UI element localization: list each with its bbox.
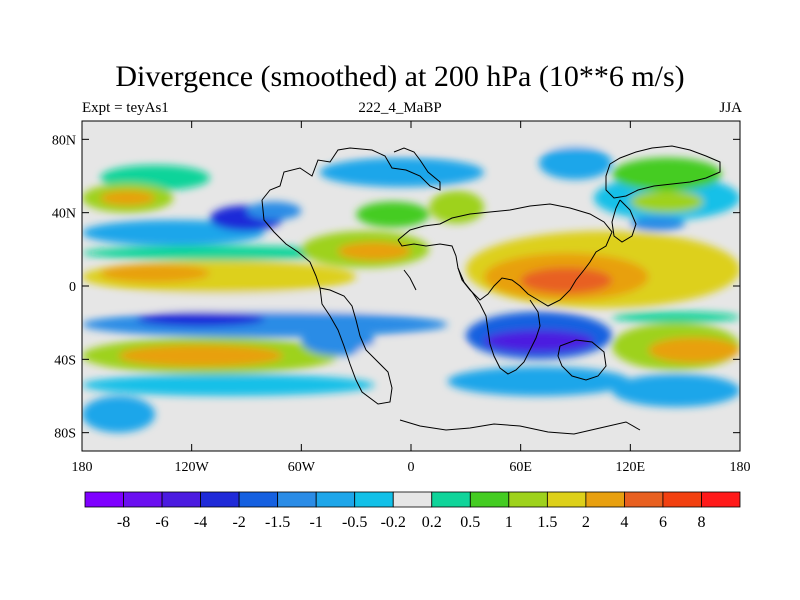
field-region-35 xyxy=(612,157,722,191)
colorbar-label-2: -4 xyxy=(194,514,207,531)
colorbar-swatch-13 xyxy=(585,491,625,508)
field-region-26 xyxy=(520,267,613,294)
x-tick-label-2: 60W xyxy=(288,460,316,475)
colorbar-swatch-11 xyxy=(508,491,548,508)
field-region-22 xyxy=(356,201,430,228)
colorbar-label-10: 1 xyxy=(505,514,513,531)
colorbar: -8 -6 -4 -2 -1.5 -1 -0.5 -0.2 0.2 0.5 1 1.5 2 4 6 8 xyxy=(84,491,741,531)
y-tick-label-3: 40S xyxy=(54,353,76,368)
colorbar-label-11: 1.5 xyxy=(537,514,557,531)
field-region-14 xyxy=(136,311,265,327)
field-region-13 xyxy=(82,311,448,338)
field-region-0 xyxy=(82,121,740,149)
x-tick-label-1: 120W xyxy=(175,460,210,475)
field-region-36 xyxy=(630,190,704,213)
colorbar-swatch-8 xyxy=(392,491,433,508)
field-region-23 xyxy=(429,190,485,224)
field-region-20 xyxy=(356,341,466,367)
experiment-label: Expt = teyAs1 xyxy=(82,100,169,116)
field-blobs xyxy=(82,121,740,433)
colorbar-swatch-15 xyxy=(662,491,702,508)
field-region-3 xyxy=(100,190,156,206)
colorbar-label-12: 2 xyxy=(582,514,590,531)
field-region-17 xyxy=(82,374,375,396)
y-tick-label-2: 0 xyxy=(69,280,76,295)
colorbar-swatch-14 xyxy=(624,491,664,508)
field-region-32 xyxy=(447,366,631,397)
colorbar-swatch-3 xyxy=(200,491,240,508)
field-region-12 xyxy=(82,293,485,312)
x-tick-label-4: 60E xyxy=(509,460,532,475)
field-region-29 xyxy=(612,311,740,323)
field-region-37 xyxy=(538,146,613,180)
x-tick-label-3: 0 xyxy=(408,460,415,475)
colorbar-label-6: -0.5 xyxy=(342,514,367,531)
field-region-31 xyxy=(648,337,740,363)
colorbar-label-3: -2 xyxy=(232,514,245,531)
colorbar-swatch-7 xyxy=(354,491,394,508)
field-region-21 xyxy=(319,157,485,187)
colorbar-label-4: -1.5 xyxy=(265,514,290,531)
colorbar-label-15: 8 xyxy=(697,514,705,531)
colorbar-swatch-10 xyxy=(469,491,510,508)
y-tick-label-4: 80S xyxy=(54,427,76,442)
divergence-field xyxy=(82,121,740,433)
colorbar-swatch-2 xyxy=(161,491,201,508)
y-tick-label-1: 40N xyxy=(52,207,76,222)
x-tick-label-6: 180 xyxy=(730,460,751,475)
field-region-33 xyxy=(612,374,740,407)
field-region-6 xyxy=(246,201,302,220)
colorbar-label-8: 0.2 xyxy=(422,514,442,531)
colorbar-label-1: -6 xyxy=(155,514,168,531)
colorbar-label-7: -0.2 xyxy=(381,514,406,531)
colorbar-label-14: 6 xyxy=(659,514,667,531)
colorbar-swatch-12 xyxy=(546,491,587,508)
colorbar-swatch-6 xyxy=(315,491,356,508)
field-region-11 xyxy=(337,242,412,261)
colorbar-label-9: 0.5 xyxy=(460,514,480,531)
field-region-19 xyxy=(301,326,375,356)
axes: 180 120W 60W 0 60E 120E 180 80N 40N 0 40S 80S xyxy=(52,121,751,475)
colorbar-swatch-0 xyxy=(84,491,124,508)
field-region-9 xyxy=(100,264,210,283)
chart-title: Divergence (smoothed) at 200 hPa (10**6 … xyxy=(115,60,685,93)
colorbar-label-5: -1 xyxy=(310,514,323,531)
colorbar-swatch-1 xyxy=(123,491,163,508)
field-region-7 xyxy=(82,245,357,261)
colorbar-label-13: 4 xyxy=(620,514,628,531)
x-tick-label-0: 180 xyxy=(72,460,93,475)
colorbar-swatch-16 xyxy=(701,491,741,508)
x-tick-label-5: 120E xyxy=(616,460,646,475)
coastline xyxy=(261,145,721,435)
field-region-16 xyxy=(118,344,284,367)
field-region-28 xyxy=(484,330,594,352)
field-region-38 xyxy=(630,216,686,232)
colorbar-swatch-5 xyxy=(277,491,317,508)
colorbar-swatch-4 xyxy=(238,491,279,508)
season-label: JJA xyxy=(719,100,742,116)
run-label: 222_4_MaBP xyxy=(358,100,442,116)
y-tick-label-0: 80N xyxy=(52,133,76,148)
field-region-18 xyxy=(82,396,156,433)
colorbar-label-0: -8 xyxy=(117,514,130,531)
colorbar-swatch-9 xyxy=(431,491,471,508)
